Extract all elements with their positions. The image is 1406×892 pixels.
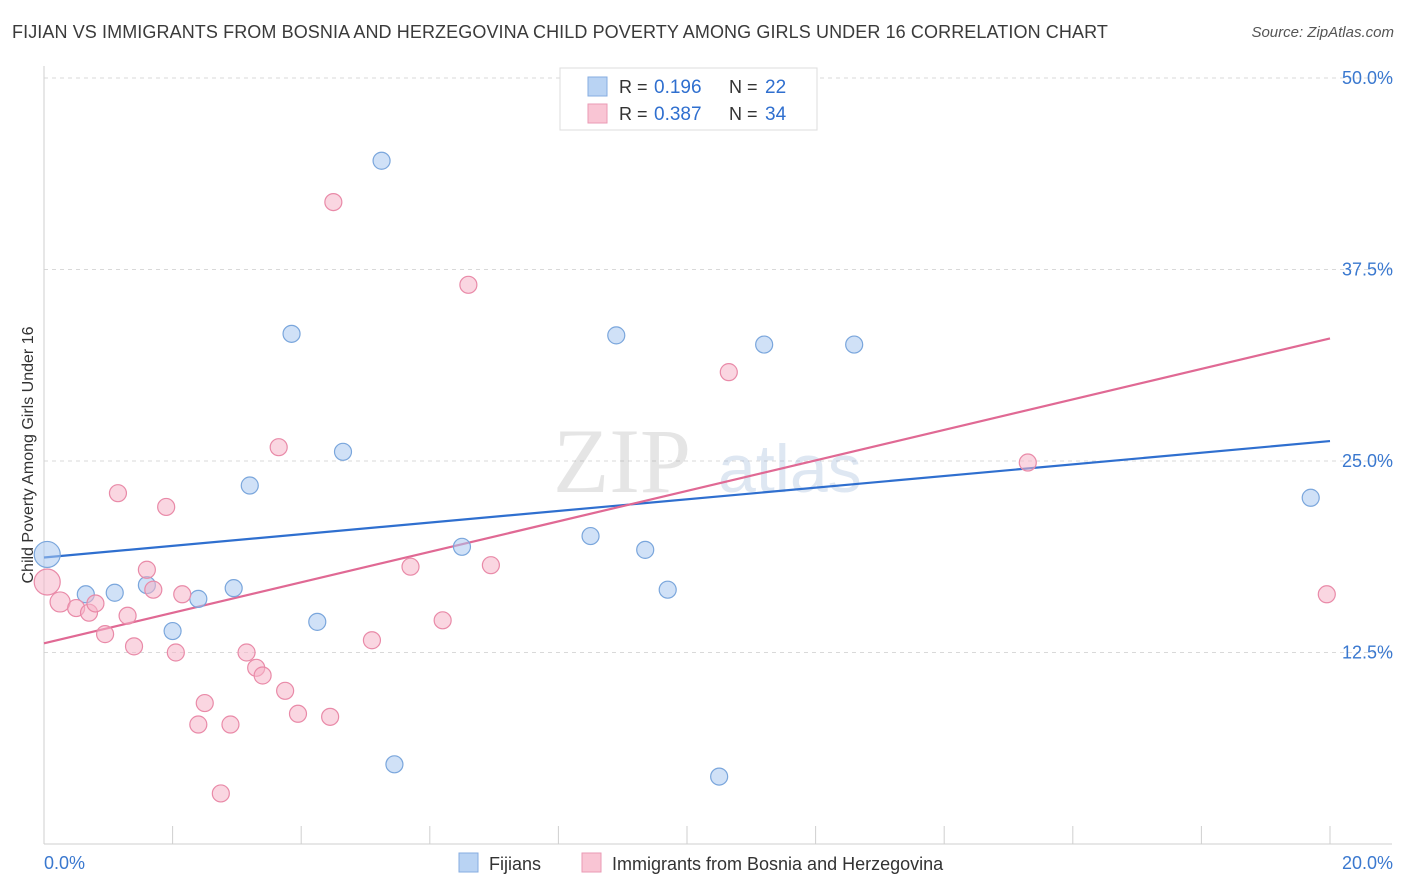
legend-swatch-fijians [587, 76, 608, 97]
fijians-point [755, 335, 774, 354]
fijians-point [372, 151, 391, 170]
bosnia-point [211, 784, 230, 803]
legend-r-label-1: R = [619, 77, 648, 97]
legend-r-label-2: R = [619, 104, 648, 124]
bosnia-point [1317, 585, 1336, 604]
bosnia-point [288, 704, 308, 723]
correlation-legend: R = 0.196 N = 22 R = 0.387 N = 34 [559, 67, 818, 131]
x-tick-label: 0.0% [44, 853, 85, 873]
bosnia-point [433, 611, 452, 630]
bottom-legend-bosnia: Immigrants from Bosnia and Herzegovina [612, 854, 944, 874]
legend-n-value-2: 34 [765, 104, 787, 125]
bosnia-point [49, 591, 71, 613]
bosnia-point [124, 637, 144, 656]
y-tick-labels: 12.5% 25.0% 37.5% 50.0% [1342, 68, 1393, 663]
fijians-point [658, 580, 677, 599]
fijians-point [1301, 488, 1320, 507]
bosnia-point [362, 631, 382, 650]
bosnia-point [173, 585, 192, 604]
data-points [33, 151, 1336, 803]
bosnia-point [33, 568, 61, 596]
bosnia-point [321, 707, 340, 726]
bottom-legend-swatch-fijians [458, 852, 479, 873]
y-tick-label: 37.5% [1342, 260, 1393, 280]
bosnia-point [195, 693, 214, 713]
fijians-point [607, 326, 626, 345]
bosnia-point [253, 666, 272, 685]
fijians-point [282, 324, 301, 343]
fijians-trend-line [43, 439, 1331, 559]
bosnia-point [324, 192, 343, 212]
bosnia-point [144, 580, 163, 599]
fijians-point [224, 579, 243, 598]
bosnia-point [108, 484, 128, 503]
fijians-point [636, 540, 655, 559]
grid-lines [44, 77, 1392, 653]
y-tick-label: 12.5% [1342, 643, 1393, 663]
fijians-point [845, 335, 864, 354]
fijians-point [385, 755, 404, 774]
fijians-point [452, 537, 472, 556]
legend-n-label-2: N = [729, 104, 758, 124]
chart-title: FIJIAN VS IMMIGRANTS FROM BOSNIA AND HER… [12, 22, 1108, 42]
trend-lines [43, 337, 1331, 645]
fijians-point [240, 476, 259, 495]
source-label: Source: ZipAtlas.com [1251, 24, 1394, 41]
x-tick-labels: 0.0% 20.0% [44, 853, 1393, 873]
bosnia-point [86, 594, 105, 613]
legend-r-value-1: 0.196 [654, 77, 702, 98]
bosnia-point [189, 715, 208, 734]
x-tick-label: 20.0% [1342, 853, 1393, 873]
bosnia-point [157, 497, 176, 517]
fijians-point [333, 442, 353, 461]
bosnia-point [719, 363, 738, 382]
bosnia-trend-line [43, 337, 1331, 645]
fijians-point [163, 621, 182, 641]
fijians-point [308, 612, 327, 631]
axes [43, 66, 1392, 845]
bosnia-point [459, 275, 478, 294]
fijians-point [105, 583, 124, 602]
bosnia-point [166, 643, 185, 662]
legend-r-value-2: 0.387 [654, 104, 702, 125]
legend-n-value-1: 22 [765, 77, 786, 98]
y-tick-label: 50.0% [1342, 68, 1393, 88]
bottom-legend-fijians: Fijians [489, 854, 541, 874]
y-tick-label: 25.0% [1342, 451, 1393, 471]
legend-swatch-bosnia [587, 103, 608, 124]
bosnia-point [1018, 453, 1037, 472]
bosnia-point [481, 556, 500, 575]
bosnia-point [269, 438, 288, 457]
legend-n-label-1: N = [729, 77, 758, 97]
fijians-point [710, 767, 729, 786]
fijians-point [33, 540, 61, 569]
bottom-legend-swatch-bosnia [581, 852, 602, 873]
bosnia-point [401, 557, 420, 576]
fijians-point [581, 526, 600, 546]
bosnia-point [221, 715, 240, 734]
y-axis-label: Child Poverty Among Girls Under 16 [20, 326, 37, 583]
fijians-point [189, 589, 208, 608]
bosnia-point [237, 643, 256, 662]
bosnia-point [137, 560, 156, 579]
bosnia-point [95, 625, 115, 644]
bosnia-point [118, 606, 137, 625]
bosnia-point [276, 681, 295, 700]
series-legend: Fijians Immigrants from Bosnia and Herze… [458, 852, 944, 874]
watermark-zip: ZIP [553, 410, 691, 512]
